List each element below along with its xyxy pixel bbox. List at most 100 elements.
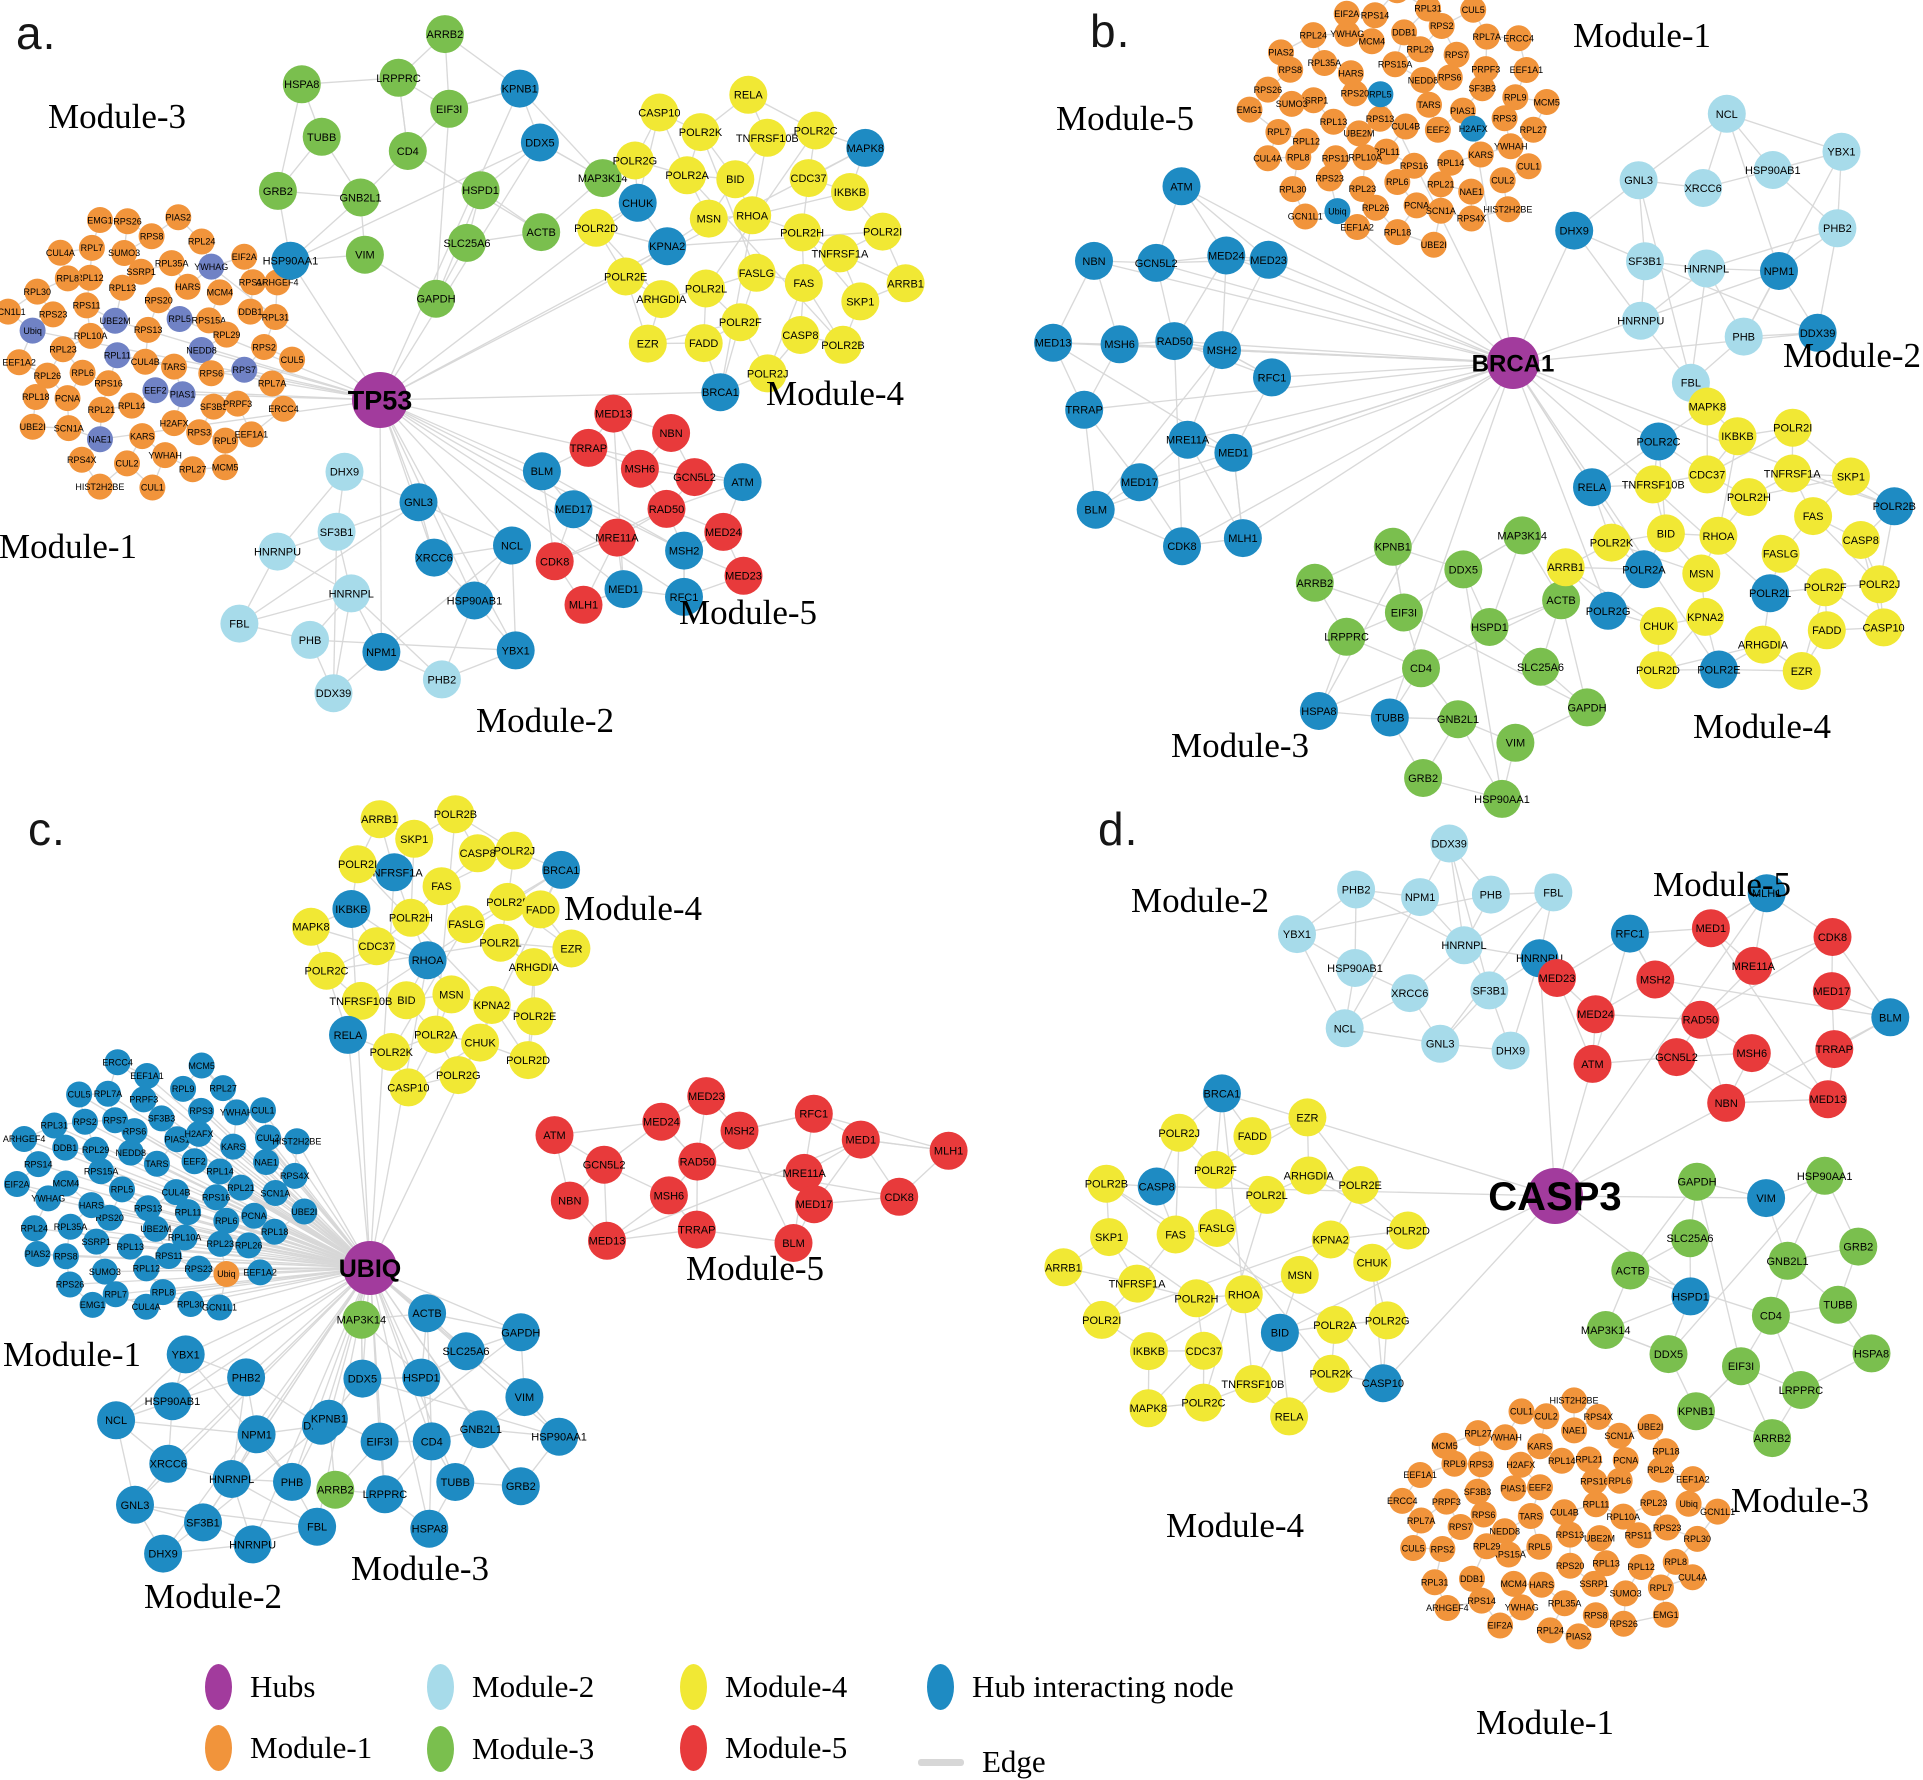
node-label: PRPF3 bbox=[1471, 64, 1500, 74]
node-label: ARHGDIA bbox=[509, 962, 560, 974]
node-label: RPS4X bbox=[1457, 214, 1487, 224]
node-label: RPL26 bbox=[1647, 1465, 1675, 1475]
node-label: RPS3 bbox=[1493, 114, 1517, 124]
node-label: RPL11 bbox=[104, 351, 131, 361]
node-label: EEF1A2 bbox=[1340, 222, 1374, 232]
node-label: RPS13 bbox=[1366, 114, 1395, 124]
node-label: MED17 bbox=[1813, 986, 1850, 998]
node-label: RPS20 bbox=[1341, 89, 1370, 99]
node-label: POLR2L bbox=[685, 284, 727, 296]
node-label: POLR2J bbox=[1859, 579, 1901, 591]
node-label: ERCC4 bbox=[1387, 1496, 1418, 1506]
node-label: RPL12 bbox=[1627, 1562, 1655, 1572]
node-label: NAE1 bbox=[1562, 1426, 1586, 1436]
module-label: Module-2 bbox=[476, 701, 614, 740]
legend-label: Module-3 bbox=[472, 1731, 594, 1767]
node-label: YWHAG bbox=[31, 1194, 65, 1204]
node-label: RPL27 bbox=[1464, 1428, 1492, 1438]
node-label: RHOA bbox=[1228, 1289, 1260, 1301]
node-label: RPL18 bbox=[261, 1227, 289, 1237]
node-label: XRCC6 bbox=[150, 1459, 187, 1471]
legend-label: Module-1 bbox=[250, 1730, 372, 1766]
node-label: POLR2B bbox=[821, 340, 864, 352]
node-label: RPL8 bbox=[1664, 1557, 1687, 1567]
node-label: RPL35A bbox=[1308, 58, 1342, 68]
node-label: SLC25A6 bbox=[443, 238, 490, 250]
node-label: EMG1 bbox=[80, 1300, 106, 1310]
node-label: CASP10 bbox=[638, 108, 680, 120]
node-label: BRCA1 bbox=[702, 387, 739, 399]
node-label: GCN5L2 bbox=[583, 1160, 626, 1172]
node-label: RPL10A bbox=[1349, 153, 1383, 163]
node-label: ARRB1 bbox=[361, 814, 398, 826]
node-label: TARS bbox=[162, 362, 185, 372]
node-label: MSN bbox=[439, 989, 464, 1001]
node-label: POLR2D bbox=[1636, 665, 1680, 677]
node-label: POLR2G bbox=[436, 1070, 481, 1082]
node-label: MRE11A bbox=[1166, 435, 1210, 447]
node-label: MCM5 bbox=[1431, 1441, 1458, 1451]
node-label: PIAS2 bbox=[25, 1249, 51, 1259]
node-label: NCL bbox=[105, 1415, 127, 1427]
node-label: RPL30 bbox=[177, 1299, 205, 1309]
node-label: HSP90AA1 bbox=[1474, 794, 1530, 806]
node-label: RPL7A bbox=[258, 379, 287, 389]
node-label: POLR2D bbox=[574, 223, 618, 235]
module-label: Module-3 bbox=[48, 97, 186, 136]
hub-label: CASP3 bbox=[1488, 1175, 1621, 1219]
node-label: RPL6 bbox=[215, 1216, 238, 1226]
module-label: Module-4 bbox=[1693, 707, 1831, 746]
node-label: MSH6 bbox=[654, 1190, 685, 1202]
node-label: RPS7 bbox=[1445, 50, 1469, 60]
node-label: MED1 bbox=[846, 1135, 877, 1147]
module-label: Module-5 bbox=[686, 1249, 824, 1288]
node-label: HSPA8 bbox=[284, 79, 319, 91]
node-label: RPL7A bbox=[1407, 1516, 1436, 1526]
panel-letter-a: a. bbox=[16, 6, 56, 60]
node-label: RPL21 bbox=[227, 1183, 255, 1193]
node-label: ARRB2 bbox=[1754, 1433, 1791, 1445]
node-label: NBN bbox=[1082, 256, 1105, 268]
node-label: POLR2G bbox=[1365, 1315, 1410, 1327]
node-label: MED23 bbox=[1250, 255, 1287, 267]
node-label: POLR2E bbox=[1697, 665, 1740, 677]
node-label: BRCA1 bbox=[1204, 1088, 1241, 1100]
node-label: SCN1A bbox=[260, 1188, 290, 1198]
node-label: MAPK8 bbox=[1130, 1403, 1167, 1415]
node-label: CASP8 bbox=[1139, 1182, 1175, 1194]
node-label: POLR2E bbox=[1338, 1180, 1381, 1192]
node-label: RPS23 bbox=[1653, 1523, 1682, 1533]
node-label: RELA bbox=[1578, 482, 1607, 494]
node-label: POLR2B bbox=[1873, 501, 1916, 513]
node-label: PIAS2 bbox=[166, 213, 192, 223]
node-label: TRRAP bbox=[570, 443, 607, 455]
node-label: RPL26 bbox=[34, 371, 62, 381]
node-label: MCM5 bbox=[212, 463, 239, 473]
node-label: RPS13 bbox=[1556, 1530, 1585, 1540]
node-label: SF3B1 bbox=[1628, 256, 1662, 268]
node-label: MED24 bbox=[643, 1117, 680, 1129]
node-label: RAD50 bbox=[1157, 336, 1192, 348]
node-label: NEDD8 bbox=[116, 1148, 147, 1158]
node-label: RPS16 bbox=[1400, 161, 1429, 171]
node-label: RPS11 bbox=[155, 1251, 183, 1261]
node-label: XRCC6 bbox=[1684, 183, 1721, 195]
node-label: RPS4X bbox=[1584, 1412, 1614, 1422]
node-label: KPNB1 bbox=[502, 84, 538, 96]
node-label: MAP3K14 bbox=[1581, 1325, 1631, 1337]
node-label: UBE2M bbox=[140, 1224, 171, 1234]
node-label: GNB2L1 bbox=[339, 193, 381, 205]
node-label: TARS bbox=[145, 1159, 168, 1169]
node-label: YWHAH bbox=[148, 450, 182, 460]
node-label: POLR2I bbox=[1773, 423, 1812, 435]
module-label: Module-1 bbox=[1476, 1703, 1614, 1742]
node-label: DHX9 bbox=[330, 467, 359, 479]
node-label: YBX1 bbox=[1283, 929, 1311, 941]
node-label: HSP90AA1 bbox=[531, 1432, 587, 1444]
node-label: RPS11 bbox=[1625, 1531, 1653, 1541]
node-label: CUL5 bbox=[1462, 5, 1485, 15]
node-label: Ubiq bbox=[23, 326, 42, 336]
node-label: RPL8 bbox=[1287, 152, 1310, 162]
node-label: RPS11 bbox=[73, 301, 101, 311]
node-label: POLR2B bbox=[1085, 1179, 1128, 1191]
